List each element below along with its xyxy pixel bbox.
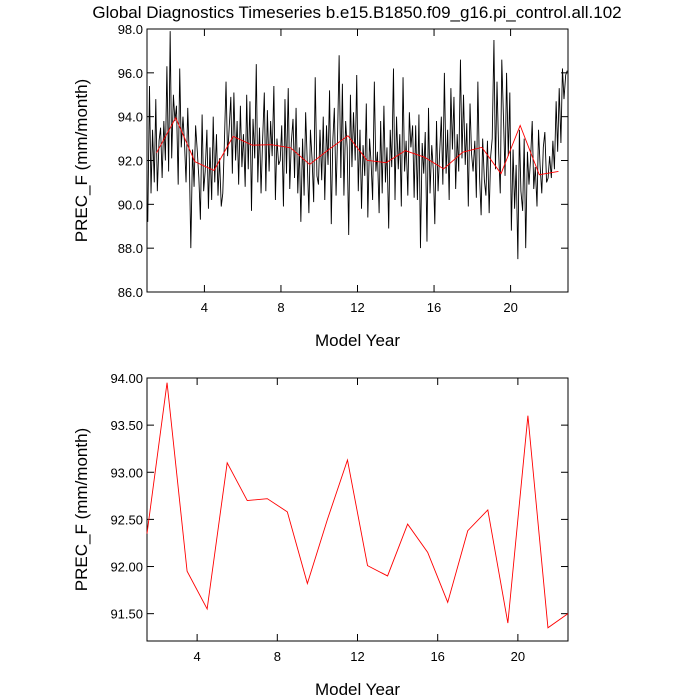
- x-tick-label: 20: [511, 649, 525, 664]
- y-tick-label: 93.00: [110, 465, 143, 480]
- data-line: [147, 31, 568, 260]
- x-axis-label: Model Year: [315, 331, 400, 350]
- x-tick-label: 8: [277, 300, 284, 315]
- y-tick-label: 96.0: [118, 66, 143, 81]
- data-line: [156, 116, 559, 176]
- x-tick-label: 4: [201, 300, 208, 315]
- data-line: [146, 382, 569, 629]
- y-tick-label: 91.50: [110, 607, 143, 622]
- x-tick-label: 4: [194, 649, 201, 664]
- y-tick-label: 88.0: [118, 241, 143, 256]
- x-tick-label: 16: [430, 649, 444, 664]
- y-tick-label: 86.0: [118, 285, 143, 300]
- y-tick-label: 93.50: [110, 418, 143, 433]
- x-tick-label: 8: [274, 649, 281, 664]
- x-axis-label: Model Year: [315, 680, 400, 699]
- y-tick-label: 92.00: [110, 560, 143, 575]
- y-tick-label: 94.0: [118, 110, 143, 125]
- y-axis-label: PREC_F (mm/month): [72, 79, 91, 242]
- y-tick-label: 92.0: [118, 154, 143, 169]
- y-tick-label: 98.0: [118, 22, 143, 37]
- x-tick-label: 20: [503, 300, 517, 315]
- y-tick-label: 94.00: [110, 371, 143, 386]
- plot-frame: [146, 377, 569, 642]
- x-tick-label: 12: [350, 649, 364, 664]
- x-tick-label: 16: [427, 300, 441, 315]
- y-tick-label: 92.50: [110, 512, 143, 527]
- x-tick-label: 12: [350, 300, 364, 315]
- chart-title: Global Diagnostics Timeseries b.e15.B185…: [92, 3, 621, 22]
- y-tick-label: 90.0: [118, 197, 143, 212]
- y-axis-label: PREC_F (mm/month): [72, 428, 91, 591]
